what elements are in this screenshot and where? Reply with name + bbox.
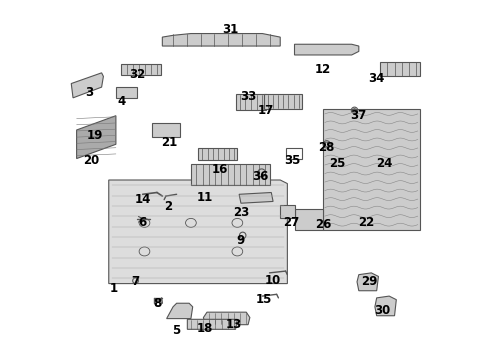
Text: 1: 1 bbox=[110, 283, 118, 296]
Text: 17: 17 bbox=[257, 104, 273, 117]
PathPatch shape bbox=[162, 33, 280, 46]
Text: 18: 18 bbox=[197, 322, 213, 335]
Text: 15: 15 bbox=[255, 293, 272, 306]
Text: 31: 31 bbox=[222, 23, 238, 36]
PathPatch shape bbox=[235, 94, 265, 111]
Text: 26: 26 bbox=[314, 218, 330, 231]
Text: 13: 13 bbox=[225, 318, 242, 331]
Text: 9: 9 bbox=[236, 234, 244, 247]
PathPatch shape bbox=[203, 312, 249, 325]
PathPatch shape bbox=[121, 64, 160, 75]
Text: 36: 36 bbox=[252, 170, 268, 183]
PathPatch shape bbox=[116, 87, 137, 98]
PathPatch shape bbox=[374, 296, 395, 316]
PathPatch shape bbox=[380, 62, 419, 76]
Text: 35: 35 bbox=[284, 154, 300, 167]
Text: 25: 25 bbox=[328, 157, 345, 170]
Text: 2: 2 bbox=[163, 200, 171, 213]
PathPatch shape bbox=[239, 193, 272, 203]
Text: 27: 27 bbox=[282, 216, 299, 229]
PathPatch shape bbox=[108, 180, 287, 284]
PathPatch shape bbox=[294, 44, 358, 55]
Text: 24: 24 bbox=[375, 157, 391, 170]
Text: 5: 5 bbox=[172, 324, 181, 337]
PathPatch shape bbox=[198, 148, 237, 160]
Text: 21: 21 bbox=[161, 136, 177, 149]
Text: 3: 3 bbox=[85, 86, 93, 99]
Text: 20: 20 bbox=[82, 154, 99, 167]
Text: 33: 33 bbox=[240, 90, 256, 103]
Text: 16: 16 bbox=[211, 163, 227, 176]
PathPatch shape bbox=[151, 123, 180, 137]
PathPatch shape bbox=[187, 319, 237, 329]
PathPatch shape bbox=[280, 205, 294, 217]
Text: 28: 28 bbox=[318, 141, 334, 154]
PathPatch shape bbox=[77, 116, 116, 158]
PathPatch shape bbox=[190, 164, 269, 185]
Text: 29: 29 bbox=[361, 275, 377, 288]
PathPatch shape bbox=[323, 109, 419, 230]
Text: 12: 12 bbox=[314, 63, 330, 76]
Text: 37: 37 bbox=[350, 109, 366, 122]
Text: 14: 14 bbox=[134, 193, 151, 206]
Text: 7: 7 bbox=[131, 275, 140, 288]
PathPatch shape bbox=[166, 303, 192, 319]
Text: 34: 34 bbox=[368, 72, 384, 85]
Text: 19: 19 bbox=[86, 129, 102, 142]
Text: 30: 30 bbox=[373, 304, 389, 317]
PathPatch shape bbox=[294, 208, 323, 230]
PathPatch shape bbox=[264, 94, 301, 109]
PathPatch shape bbox=[71, 73, 103, 98]
Text: 23: 23 bbox=[232, 206, 248, 219]
PathPatch shape bbox=[356, 273, 378, 291]
Text: 8: 8 bbox=[153, 297, 161, 310]
Text: 32: 32 bbox=[129, 68, 145, 81]
Text: 11: 11 bbox=[197, 192, 213, 204]
Text: 10: 10 bbox=[264, 274, 281, 287]
Text: 6: 6 bbox=[138, 216, 146, 229]
Text: 22: 22 bbox=[357, 216, 373, 229]
Text: 4: 4 bbox=[117, 95, 125, 108]
